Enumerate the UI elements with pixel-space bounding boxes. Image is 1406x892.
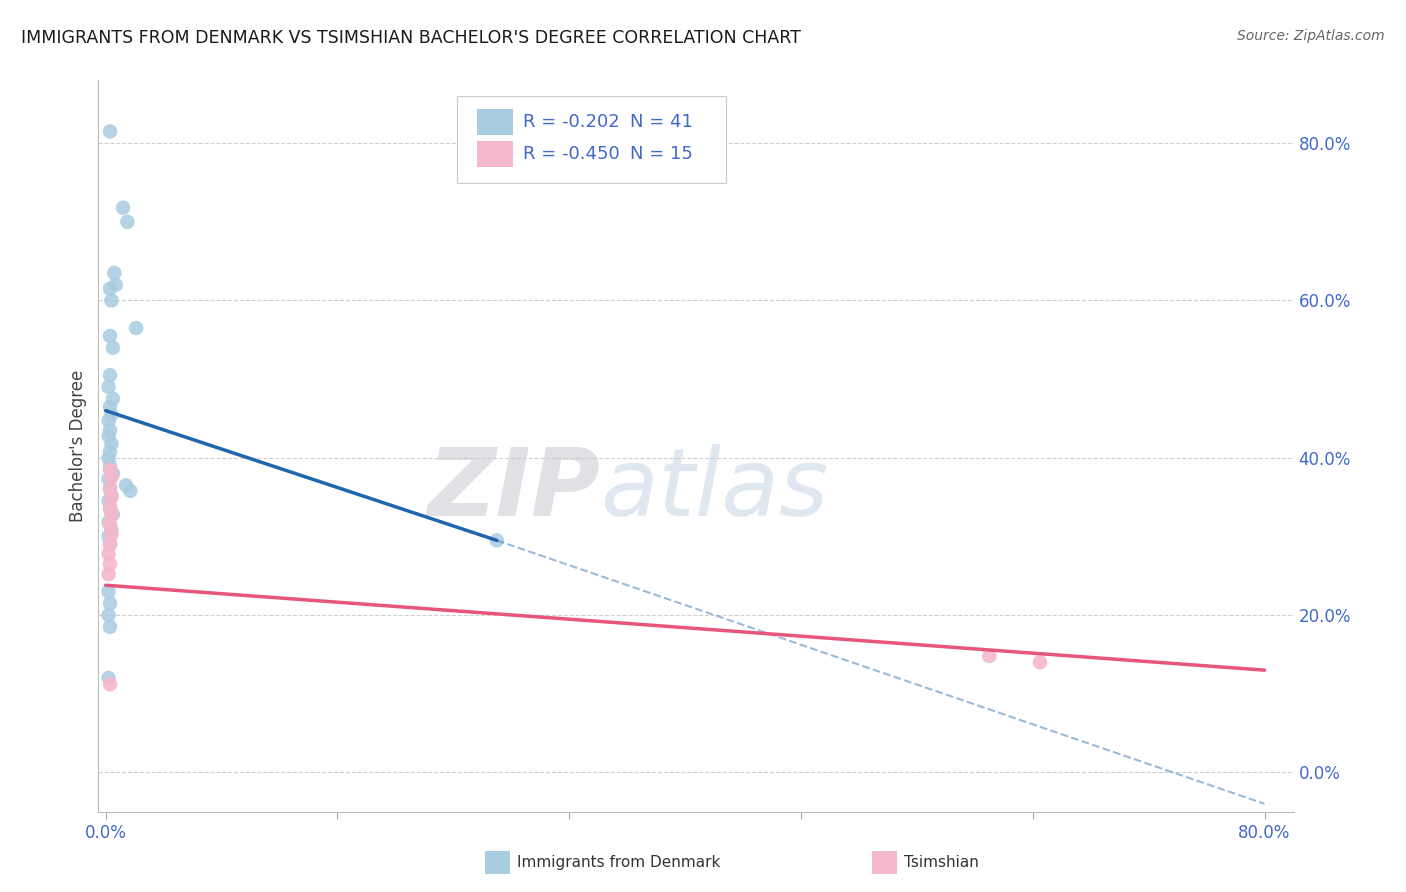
- Point: [98, 500, 121, 514]
- Point: [97, 380, 120, 394]
- Point: [125, 321, 148, 335]
- Bar: [477, 109, 513, 135]
- Point: [97, 414, 120, 428]
- FancyBboxPatch shape: [457, 96, 725, 183]
- Point: [100, 436, 122, 450]
- Point: [97, 472, 120, 486]
- Bar: [477, 141, 513, 168]
- Point: [485, 533, 508, 548]
- Point: [100, 408, 122, 422]
- Point: [98, 482, 121, 496]
- Text: R = -0.202: R = -0.202: [523, 113, 620, 131]
- Point: [98, 481, 121, 495]
- Text: Immigrants from Denmark: Immigrants from Denmark: [517, 855, 721, 870]
- Point: [117, 215, 139, 229]
- Point: [98, 537, 121, 551]
- Point: [1029, 655, 1052, 669]
- Point: [101, 341, 124, 355]
- Point: [98, 517, 121, 532]
- Point: [115, 478, 138, 492]
- Point: [97, 494, 120, 508]
- Point: [98, 282, 121, 296]
- Point: [101, 392, 124, 406]
- Point: [100, 508, 122, 522]
- Point: [97, 584, 120, 599]
- Point: [100, 293, 122, 308]
- Point: [979, 648, 1001, 663]
- Point: [98, 329, 121, 343]
- Point: [98, 124, 121, 138]
- Text: R = -0.450: R = -0.450: [523, 145, 620, 163]
- Point: [104, 277, 127, 292]
- Text: IMMIGRANTS FROM DENMARK VS TSIMSHIAN BACHELOR'S DEGREE CORRELATION CHART: IMMIGRANTS FROM DENMARK VS TSIMSHIAN BAC…: [21, 29, 801, 47]
- Point: [97, 516, 120, 530]
- Point: [98, 444, 121, 458]
- Point: [120, 483, 142, 498]
- Point: [98, 596, 121, 610]
- Point: [100, 489, 122, 503]
- Point: [98, 400, 121, 414]
- Point: [101, 508, 124, 522]
- Point: [98, 502, 121, 516]
- Point: [98, 423, 121, 437]
- Y-axis label: Bachelor's Degree: Bachelor's Degree: [69, 370, 87, 522]
- Point: [100, 528, 122, 542]
- Text: Tsimshian: Tsimshian: [904, 855, 979, 870]
- Point: [97, 671, 120, 685]
- Text: N = 15: N = 15: [630, 145, 693, 163]
- Point: [98, 537, 121, 551]
- Point: [98, 620, 121, 634]
- Point: [98, 677, 121, 691]
- Point: [101, 467, 124, 481]
- Point: [98, 557, 121, 571]
- Text: ZIP: ZIP: [427, 444, 600, 536]
- Point: [97, 547, 120, 561]
- Point: [97, 567, 120, 582]
- Point: [112, 201, 135, 215]
- Text: atlas: atlas: [600, 444, 828, 535]
- Text: Source: ZipAtlas.com: Source: ZipAtlas.com: [1237, 29, 1385, 44]
- Point: [103, 266, 125, 280]
- Point: [100, 523, 122, 537]
- Point: [97, 429, 120, 443]
- Point: [97, 608, 120, 623]
- Point: [98, 458, 121, 473]
- Point: [97, 450, 120, 465]
- Point: [100, 490, 122, 504]
- Point: [97, 529, 120, 543]
- Point: [100, 470, 122, 484]
- Text: N = 41: N = 41: [630, 113, 693, 131]
- Point: [98, 462, 121, 476]
- Point: [98, 368, 121, 383]
